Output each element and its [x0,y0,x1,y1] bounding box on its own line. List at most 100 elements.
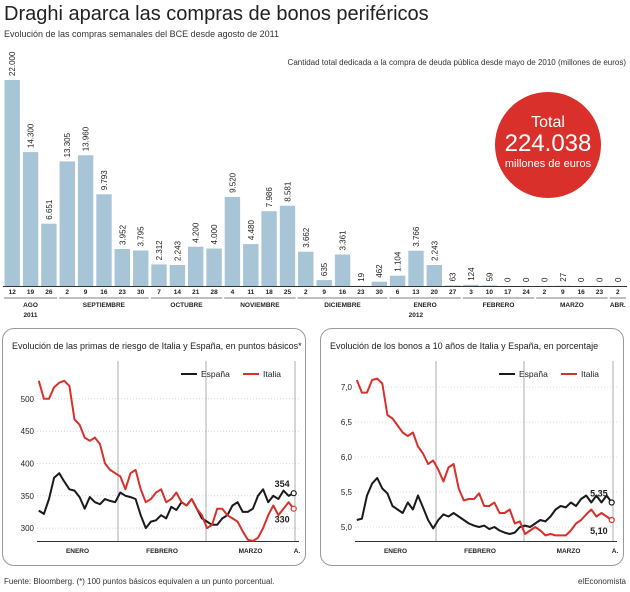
bar [463,284,479,286]
bar [298,251,314,286]
bond-yield-chart: 7,0 6,5 6,0 5,5 5,0 ENERO FEBRERO MARZO A. 5,35 5,… [341,361,618,555]
bar-tick-label: 12 [9,289,17,296]
bar-tick-label: 10 [486,289,494,296]
bar-tick-label: 2 [65,289,69,296]
bar-value-label: 0 [522,277,531,282]
bond-yield-panel: Evolución de los bonos a 10 años de Ital… [320,328,624,566]
espana-end-label: 5,35 [590,489,608,499]
month-label: AGO [23,302,38,309]
bond-yield-title: Evolución de los bonos a 10 años de Ital… [330,341,599,351]
bar-value-label: 3.795 [137,226,146,247]
bar-tick-label: 7 [157,289,161,296]
bar-tick-label: 23 [596,289,604,296]
legend-espana-label: España [201,369,230,379]
bar [41,223,57,286]
bar-value-label: 1.104 [394,251,403,272]
bar-tick-label: 21 [192,289,200,296]
bar-tick-label: 2 [304,289,308,296]
bar-value-label: 6.651 [45,199,54,220]
footer-brand: elEconomista [577,577,626,586]
bar [114,249,130,286]
year-label: 2011 [23,312,37,319]
bar-value-label: 63 [449,272,458,281]
page-title: Draghi aparca las compras de bonos perif… [4,3,429,25]
bar-value-label: 2.312 [155,240,164,261]
bar-tick-label: 28 [210,289,218,296]
bar [389,275,406,286]
bar-tick-label: 4 [231,289,235,296]
bar [133,250,149,286]
bar [445,285,461,286]
month-label: DICIEMBRE [324,302,361,309]
bar-chart-note: Cantidad total dedicada a la compra de d… [287,58,626,67]
bar-tick-label: 13 [412,289,420,296]
bar-value-label: 0 [577,277,586,282]
bar [224,196,241,286]
total-badge-unit: millones de euros [504,158,592,170]
bar-tick-label: 25 [284,289,292,296]
month-label: NOVIEMBRE [240,302,280,309]
bar-tick-label: 24 [522,289,530,296]
month-label: ENERO [384,548,407,555]
bar [169,265,186,286]
bar-value-label: 13.960 [82,126,91,151]
bar [279,205,296,286]
bar [261,211,277,286]
risk-premium-title: Evolución de las primas de riesgo de Ita… [12,341,302,351]
bar-value-label: 13.305 [63,132,72,157]
bar-value-label: 7.986 [265,187,274,208]
bar-value-label: 2.243 [173,240,182,261]
page-subtitle: Evolución de las compras semanales del B… [4,29,280,39]
bar [206,248,222,286]
bar-value-label: 27 [559,272,568,281]
y-tick-label: 500 [21,395,35,404]
bar-value-label: 14.300 [27,123,36,148]
bar [151,264,167,286]
bar-tick-label: 6 [396,289,400,296]
legend-italia-label: Italia [263,369,281,379]
bar-tick-label: 16 [100,289,108,296]
bar-value-label: 3.662 [302,227,311,248]
bar-tick-label: 9 [322,289,326,296]
month-label: MARZO [557,548,581,555]
month-label: ABR. [610,302,626,309]
bar-value-label: 3.361 [339,230,348,251]
y-tick-label: 450 [21,427,35,436]
month-label: FEBRERO [464,548,496,555]
month-label: OCTUBRE [170,302,203,309]
bar [59,161,75,286]
bar-tick-label: 16 [339,289,347,296]
bar-value-label: 3.952 [118,224,127,245]
bar-value-label: 0 [614,277,623,282]
italia-line [355,377,613,537]
month-label: FEBRERO [146,548,178,555]
bar-tick-label: 30 [376,289,384,296]
bar-tick-label: 14 [174,289,182,296]
bar-value-label: 59 [485,272,494,281]
end-marker [290,505,297,512]
y-tick-label: 300 [21,524,35,533]
month-label: MARZO [560,302,584,309]
bar-tick-label: 3 [469,289,473,296]
bar-tick-label: 26 [45,289,53,296]
legend-italia-label: Italia [581,369,599,379]
risk-premium-chart: 500 450 400 350 300 ENERO FEBRERO MARZO A. 354 330… [21,361,301,555]
bar [188,246,204,286]
bar-tick-label: 16 [577,289,585,296]
bar [22,152,39,286]
y-tick-label: 5,0 [341,523,353,532]
bar-tick-label: 9 [84,289,88,296]
bar-value-label: 4.000 [210,224,219,245]
bar-value-label: 8.581 [284,181,293,202]
bar-tick-label: 2 [616,289,620,296]
bar-tick-label: 19 [27,289,35,296]
y-tick-label: 350 [21,492,35,501]
bar-tick-label: 23 [119,289,127,296]
month-label: A. [294,548,301,555]
y-tick-label: 400 [21,460,35,469]
total-badge-label: Total [531,114,565,131]
bar [77,155,94,286]
risk-premium-panel: Evolución de las primas de riesgo de Ita… [2,328,306,566]
bar-value-label: 124 [467,267,476,281]
italia-end-label: 5,10 [590,526,608,536]
